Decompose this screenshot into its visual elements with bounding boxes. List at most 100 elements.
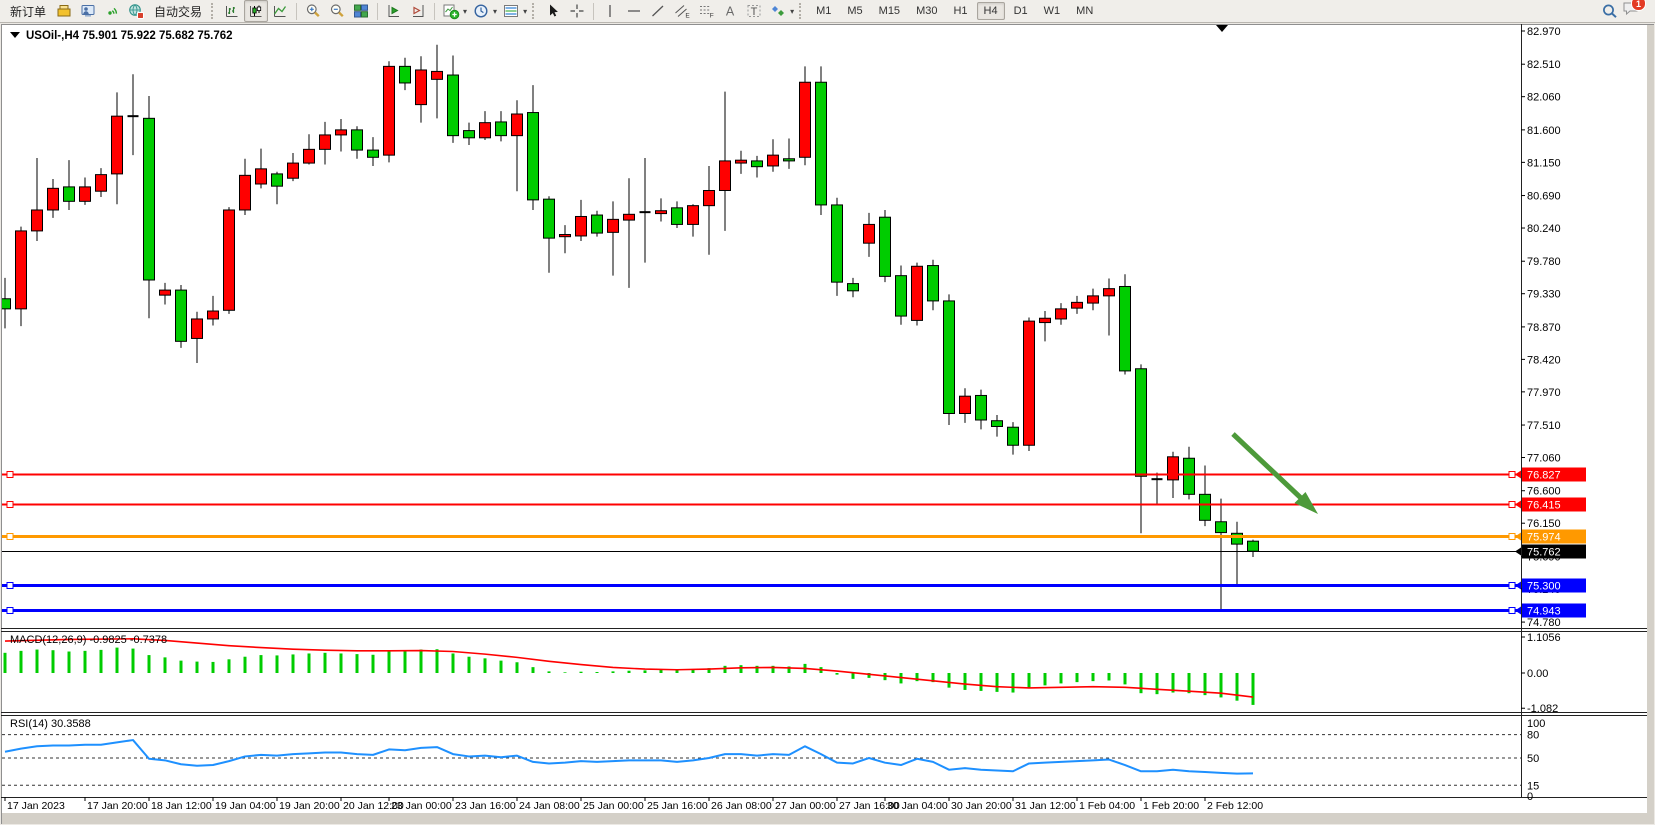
macd-label: MACD(12,26,9) -0.9825 -0.7378 [10,634,167,646]
tf-h1-button[interactable]: H1 [953,5,968,17]
toolbar-grip [799,3,805,19]
candle [1007,426,1019,446]
line-handle [1508,501,1516,508]
candlestick-chart-type-icon[interactable] [244,0,269,22]
channel-tool-icon[interactable]: E [670,0,694,22]
candle [975,394,987,421]
macd-indicator [3,638,1255,705]
svg-text:MACD(12,26,9) -0.9825 -0.7378: MACD(12,26,9) -0.9825 -0.7378 [10,634,167,646]
tf-m5-button[interactable]: M5 [847,5,863,17]
candle [607,218,619,233]
bar-chart-type-icon[interactable] [220,0,244,22]
svg-text:A: A [726,5,735,19]
candle [383,65,395,156]
templates-dropdown-icon[interactable]: ▾ [523,6,528,16]
macd-bar [275,655,279,673]
toolbar-grip [532,3,538,19]
text-tool-icon[interactable]: A [718,0,742,22]
tf-mn-button[interactable]: MN [1076,5,1094,17]
new-chart-dropdown-icon[interactable]: ▾ [463,6,468,16]
line-handle [1508,533,1516,540]
notifications-button[interactable]: 1 [1622,0,1646,22]
hline-76.415[interactable] [2,501,1521,508]
candle [943,300,955,415]
macd-bar [547,671,551,673]
tile-windows-icon[interactable] [349,0,373,22]
label-tool-icon[interactable]: T [742,0,766,22]
macd-bar [195,661,199,673]
candle [1023,320,1035,446]
tf-w1-button[interactable]: W1 [1043,5,1061,17]
zoom-out-icon[interactable] [325,0,349,22]
candle [255,168,267,185]
trendline-tool-icon[interactable] [646,0,670,22]
svg-text:RSI(14) 30.3588: RSI(14) 30.3588 [10,718,91,730]
autotrading-button[interactable]: 自动交易 [154,4,203,19]
svg-text:82.970: 82.970 [1527,26,1561,38]
periods-dropdown-icon[interactable]: ▾ [493,6,498,16]
macd-bar [3,652,7,673]
autotrading-icon[interactable] [124,0,148,22]
vertical-line-tool-icon[interactable] [598,0,622,22]
svg-text:26 Jan 08:00: 26 Jan 08:00 [711,800,772,812]
chart-shift-icon[interactable] [406,0,430,22]
tf-m30-button[interactable]: M30 [916,5,938,17]
price-axis[interactable]: 82.970 82.510 82.060 81.600 81.150 80.690 80.2… [1521,26,1561,629]
terminal-icon[interactable] [76,0,100,22]
tf-d1-button[interactable]: D1 [1013,5,1028,17]
search-icon[interactable] [1598,0,1622,22]
macd-bar [755,665,759,673]
new-order-button[interactable]: 新订单 [10,4,47,19]
line-chart-type-icon[interactable] [268,0,292,22]
svg-text:75.974: 75.974 [1527,532,1561,544]
svg-text:76.150: 76.150 [1527,518,1561,530]
svg-text:74.780: 74.780 [1527,617,1561,629]
shapes-dropdown-icon[interactable]: ▾ [790,6,795,16]
candle [783,158,795,162]
fibonacci-tool-icon[interactable]: F [694,0,718,22]
time-axis[interactable]: 17 Jan 2023 17 Jan 20:00 18 Jan 12:00 19 Ja… [4,797,1263,812]
cursor-icon[interactable] [541,0,565,22]
macd-bar [931,673,935,683]
zoom-in-icon[interactable] [301,0,325,22]
new-chart-icon[interactable] [439,0,463,22]
svg-text:1.1056: 1.1056 [1527,632,1561,644]
svg-text:17 Jan 20:00: 17 Jan 20:00 [87,800,148,812]
macd-bar [579,671,583,673]
toolbar-separator [434,2,436,20]
macd-bar [787,666,791,673]
signals-icon[interactable] [100,0,124,22]
svg-text:-1.082: -1.082 [1527,703,1558,715]
macd-bar [643,670,647,673]
svg-text:0: 0 [1527,791,1533,803]
tf-m15-button[interactable]: M15 [878,5,901,17]
svg-text:77.060: 77.060 [1527,453,1561,465]
hline-75.300[interactable] [2,582,1521,589]
candle [735,159,747,164]
profiles-icon[interactable] [52,0,76,22]
candle [175,289,187,342]
svg-text:77.970: 77.970 [1527,387,1561,399]
candle [287,162,299,179]
auto-scroll-icon[interactable] [382,0,406,22]
horizontal-line-tool-icon[interactable] [622,0,646,22]
candle [719,160,731,191]
svg-text:25 Jan 00:00: 25 Jan 00:00 [583,800,644,812]
periods-clock-icon[interactable] [469,0,493,22]
candle [1119,285,1131,372]
line-handle [1508,471,1516,478]
macd-bar [403,650,407,673]
shapes-tool-icon[interactable] [766,0,790,22]
candle [703,189,715,207]
svg-text:USOil-,H4 75.901 75.922 75.68: USOil-,H4 75.901 75.922 75.682 75.762 [26,30,233,42]
crosshair-icon[interactable] [565,0,589,22]
tf-h4-button[interactable]: H4 [976,2,1005,20]
candle [815,81,827,206]
trend-arrow[interactable] [1231,432,1318,514]
macd-bar [531,667,535,673]
tf-m1-button[interactable]: M1 [816,5,832,17]
templates-icon[interactable] [499,0,523,22]
macd-bar [339,653,343,673]
macd-bar [675,670,679,673]
